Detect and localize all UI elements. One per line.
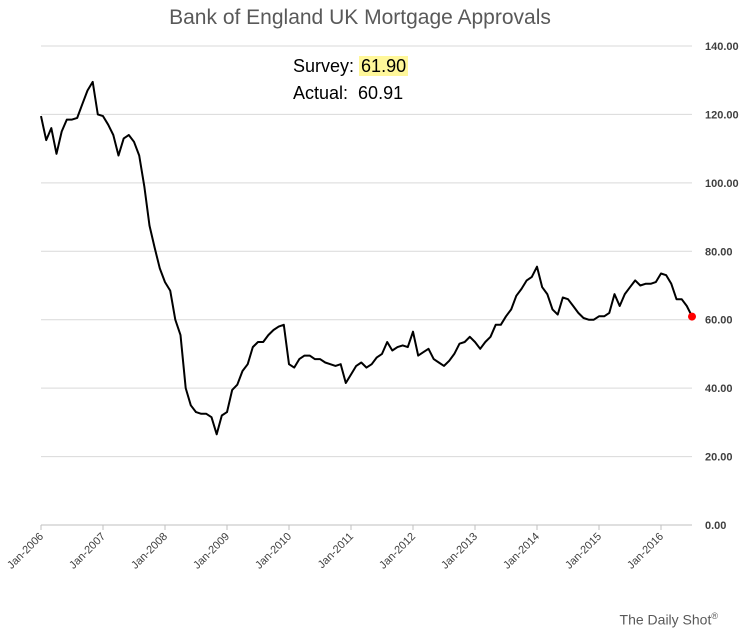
source-credit: The Daily Shot® xyxy=(620,611,718,628)
x-tick-label: Jan-2015 xyxy=(563,531,604,572)
chart-title: Bank of England UK Mortgage Approvals xyxy=(169,6,551,29)
x-tick-label: Jan-2006 xyxy=(5,531,46,572)
x-tick-label: Jan-2012 xyxy=(377,531,418,572)
y-tick-label: 20.00 xyxy=(705,452,733,464)
gridlines xyxy=(41,45,692,458)
actual-label: Actual: xyxy=(293,83,349,103)
x-tick-label: Jan-2008 xyxy=(129,531,170,572)
y-tick-label: 140.00 xyxy=(705,41,739,53)
y-tick-label: 100.00 xyxy=(705,178,739,190)
survey-value: 61.90 xyxy=(359,56,409,76)
x-axis xyxy=(40,524,692,530)
x-tick-label: Jan-2009 xyxy=(191,531,232,572)
y-tick-label: 120.00 xyxy=(705,109,739,121)
actual-annotation: Actual: 60.91 xyxy=(293,83,403,104)
y-tick-label: 60.00 xyxy=(705,315,733,327)
y-tick-label: 80.00 xyxy=(705,246,733,258)
y-tick-label: 0.00 xyxy=(705,520,726,532)
series-line xyxy=(40,80,693,436)
registered-mark: ® xyxy=(711,611,718,621)
x-tick-label: Jan-2016 xyxy=(625,531,666,572)
x-tick-label: Jan-2013 xyxy=(439,531,480,572)
survey-annotation: Survey: 61.90 xyxy=(293,56,409,77)
y-tick-label: 40.00 xyxy=(705,383,733,395)
y-axis: 0.00 20.00 40.00 60.00 80.00 100.00 120.00 140.… xyxy=(705,41,739,532)
actual-value: 60.91 xyxy=(358,83,404,103)
series-group xyxy=(40,80,696,436)
x-tick-label: Jan-2011 xyxy=(316,531,356,571)
x-tick-labels: Jan-2006 Jan-2007 Jan-2008 Jan-2009 Jan-2010… xyxy=(5,531,666,572)
x-tick-label: Jan-2010 xyxy=(253,531,294,572)
x-tick-label: Jan-2007 xyxy=(67,531,108,572)
survey-label: Survey: xyxy=(293,56,355,76)
latest-point-marker xyxy=(688,312,696,321)
source-text: The Daily Shot xyxy=(619,611,712,628)
x-tick-label: Jan-2014 xyxy=(501,531,542,572)
